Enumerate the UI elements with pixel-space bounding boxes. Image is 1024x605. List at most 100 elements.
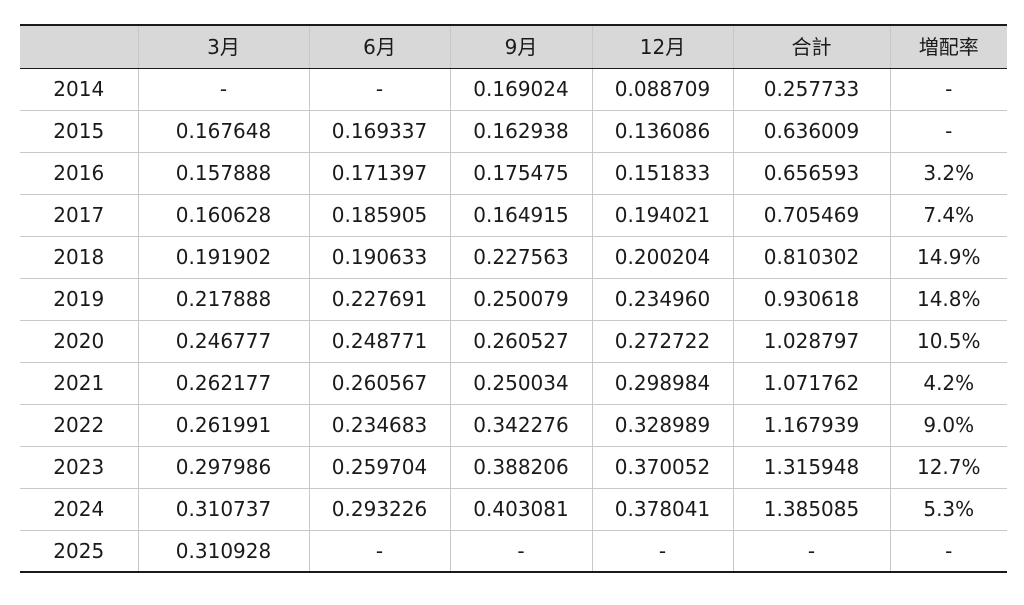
growth-rate-cell: 10.5% (889, 320, 1007, 363)
september-cell: 0.162938 (449, 110, 593, 153)
header-cell-year (20, 24, 139, 69)
march-cell: - (137, 68, 310, 111)
growth-rate-cell: 3.2% (889, 152, 1007, 195)
growth-rate-cell: 14.9% (889, 236, 1007, 279)
december-cell: 0.088709 (591, 68, 734, 111)
september-cell: 0.164915 (449, 194, 593, 237)
june-cell: 0.293226 (308, 488, 451, 531)
december-cell: 0.328989 (591, 404, 734, 447)
total-cell: 0.257733 (732, 68, 891, 111)
total-cell: 1.167939 (732, 404, 891, 447)
total-cell: 0.810302 (732, 236, 891, 279)
june-cell: 0.227691 (308, 278, 451, 321)
december-cell: 0.200204 (591, 236, 734, 279)
september-cell: 0.250079 (449, 278, 593, 321)
header-cell-december: 12月 (591, 24, 734, 69)
december-cell: 0.298984 (591, 362, 734, 405)
table-row: 2016 0.157888 0.171397 0.175475 0.151833… (20, 152, 1007, 195)
september-cell: 0.260527 (449, 320, 593, 363)
table-row: 2014 - - 0.169024 0.088709 0.257733 - (20, 68, 1007, 111)
year-cell: 2017 (20, 194, 139, 237)
table-row: 2015 0.167648 0.169337 0.162938 0.136086… (20, 110, 1007, 153)
march-cell: 0.217888 (137, 278, 310, 321)
year-cell: 2022 (20, 404, 139, 447)
year-cell: 2020 (20, 320, 139, 363)
header-cell-total: 合計 (732, 24, 891, 69)
total-cell: 0.930618 (732, 278, 891, 321)
total-cell: 1.028797 (732, 320, 891, 363)
header-row: 3月 6月 9月 12月 合計 増配率 (20, 24, 1007, 69)
june-cell: 0.259704 (308, 446, 451, 489)
table-body: 2014 - - 0.169024 0.088709 0.257733 - 20… (20, 68, 1007, 573)
year-cell: 2014 (20, 68, 139, 111)
september-cell: 0.175475 (449, 152, 593, 195)
table-header: 3月 6月 9月 12月 合計 増配率 (20, 24, 1007, 69)
growth-rate-cell: 12.7% (889, 446, 1007, 489)
total-cell: 1.071762 (732, 362, 891, 405)
dividend-table: 3月 6月 9月 12月 合計 増配率 2014 - - 0.169024 0.… (20, 24, 1007, 573)
growth-rate-cell: 14.8% (889, 278, 1007, 321)
table-row: 2024 0.310737 0.293226 0.403081 0.378041… (20, 488, 1007, 531)
march-cell: 0.246777 (137, 320, 310, 363)
header-cell-june: 6月 (308, 24, 451, 69)
table-row: 2017 0.160628 0.185905 0.164915 0.194021… (20, 194, 1007, 237)
header-cell-growth-rate: 増配率 (889, 24, 1007, 69)
december-cell: 0.136086 (591, 110, 734, 153)
table-row: 2019 0.217888 0.227691 0.250079 0.234960… (20, 278, 1007, 321)
june-cell: 0.248771 (308, 320, 451, 363)
growth-rate-cell: 5.3% (889, 488, 1007, 531)
march-cell: 0.167648 (137, 110, 310, 153)
table-row: 2022 0.261991 0.234683 0.342276 0.328989… (20, 404, 1007, 447)
year-cell: 2016 (20, 152, 139, 195)
year-cell: 2024 (20, 488, 139, 531)
growth-rate-cell: - (889, 110, 1007, 153)
march-cell: 0.261991 (137, 404, 310, 447)
june-cell: 0.185905 (308, 194, 451, 237)
march-cell: 0.191902 (137, 236, 310, 279)
march-cell: 0.160628 (137, 194, 310, 237)
december-cell: 0.272722 (591, 320, 734, 363)
year-cell: 2019 (20, 278, 139, 321)
march-cell: 0.310737 (137, 488, 310, 531)
september-cell: 0.388206 (449, 446, 593, 489)
total-cell: 0.705469 (732, 194, 891, 237)
september-cell: 0.342276 (449, 404, 593, 447)
growth-rate-cell: 7.4% (889, 194, 1007, 237)
table-row: 2021 0.262177 0.260567 0.250034 0.298984… (20, 362, 1007, 405)
table-row: 2025 0.310928 - - - - - (20, 530, 1007, 573)
december-cell: 0.151833 (591, 152, 734, 195)
table-row: 2020 0.246777 0.248771 0.260527 0.272722… (20, 320, 1007, 363)
total-cell: 1.385085 (732, 488, 891, 531)
june-cell: - (308, 530, 451, 573)
june-cell: 0.190633 (308, 236, 451, 279)
june-cell: 0.234683 (308, 404, 451, 447)
year-cell: 2025 (20, 530, 139, 573)
december-cell: 0.370052 (591, 446, 734, 489)
march-cell: 0.157888 (137, 152, 310, 195)
june-cell: - (308, 68, 451, 111)
december-cell: - (591, 530, 734, 573)
september-cell: - (449, 530, 593, 573)
september-cell: 0.403081 (449, 488, 593, 531)
growth-rate-cell: - (889, 530, 1007, 573)
march-cell: 0.297986 (137, 446, 310, 489)
total-cell: 0.656593 (732, 152, 891, 195)
march-cell: 0.262177 (137, 362, 310, 405)
total-cell: 0.636009 (732, 110, 891, 153)
year-cell: 2018 (20, 236, 139, 279)
header-cell-march: 3月 (137, 24, 310, 69)
september-cell: 0.169024 (449, 68, 593, 111)
dividend-table-container: 3月 6月 9月 12月 合計 増配率 2014 - - 0.169024 0.… (20, 24, 1007, 573)
growth-rate-cell: 9.0% (889, 404, 1007, 447)
december-cell: 0.234960 (591, 278, 734, 321)
june-cell: 0.171397 (308, 152, 451, 195)
year-cell: 2015 (20, 110, 139, 153)
year-cell: 2023 (20, 446, 139, 489)
total-cell: - (732, 530, 891, 573)
header-cell-september: 9月 (449, 24, 593, 69)
table-row: 2023 0.297986 0.259704 0.388206 0.370052… (20, 446, 1007, 489)
growth-rate-cell: 4.2% (889, 362, 1007, 405)
september-cell: 0.227563 (449, 236, 593, 279)
growth-rate-cell: - (889, 68, 1007, 111)
june-cell: 0.260567 (308, 362, 451, 405)
